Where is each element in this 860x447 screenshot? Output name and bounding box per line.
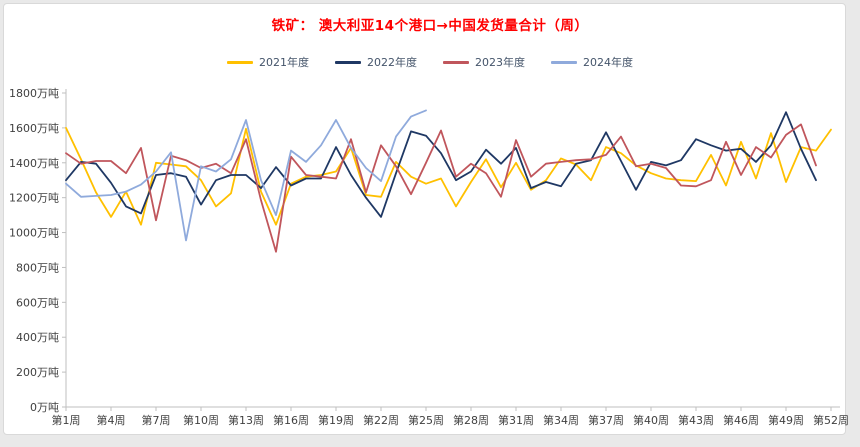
y-axis-label: 1200万吨 bbox=[9, 192, 59, 205]
x-axis-label: 第37周 bbox=[588, 413, 624, 427]
legend-item-2022: 2022年度 bbox=[335, 54, 417, 70]
legend-item-2021: 2021年度 bbox=[227, 54, 309, 70]
x-axis-label: 第1周 bbox=[52, 413, 81, 427]
y-axis-label: 1600万吨 bbox=[9, 122, 59, 135]
x-axis-label: 第52周 bbox=[813, 413, 849, 427]
legend-label: 2023年度 bbox=[475, 56, 525, 69]
legend-item-2024: 2024年度 bbox=[551, 54, 633, 70]
series-line-2021 bbox=[65, 127, 832, 226]
x-axis-label: 第43周 bbox=[678, 413, 714, 427]
x-axis-label: 第13周 bbox=[228, 413, 264, 427]
series-line-2022 bbox=[65, 111, 817, 218]
x-axis-label: 第46周 bbox=[723, 413, 759, 427]
x-axis-label: 第28周 bbox=[453, 413, 489, 427]
legend-label: 2024年度 bbox=[583, 56, 633, 69]
legend-swatch-icon bbox=[443, 60, 469, 64]
y-axis-label: 200万吨 bbox=[16, 366, 59, 379]
y-axis-label: 600万吨 bbox=[16, 296, 59, 309]
legend-item-2023: 2023年度 bbox=[443, 54, 525, 70]
chart-title: 铁矿： 澳大利亚14个港口→中国发货量合计（周） bbox=[271, 18, 589, 34]
x-axis-label: 第4周 bbox=[97, 413, 126, 427]
y-axis-label: 0万吨 bbox=[30, 401, 59, 414]
chart-card bbox=[3, 3, 846, 435]
y-axis-label: 1000万吨 bbox=[9, 227, 59, 240]
y-axis-label: 800万吨 bbox=[16, 261, 59, 274]
x-axis-label: 第7周 bbox=[142, 413, 171, 427]
x-axis-label: 第34周 bbox=[543, 413, 579, 427]
x-axis-label: 第31周 bbox=[498, 413, 534, 427]
series-line-2024 bbox=[65, 109, 427, 242]
x-axis-label: 第10周 bbox=[183, 413, 219, 427]
y-axis-label: 400万吨 bbox=[16, 331, 59, 344]
x-axis-label: 第49周 bbox=[768, 413, 804, 427]
x-axis-label: 第40周 bbox=[633, 413, 669, 427]
chart-legend: 2021年度 2022年度 2023年度 2024年度 bbox=[0, 54, 860, 70]
legend-swatch-icon bbox=[227, 60, 253, 64]
x-axis-label: 第19周 bbox=[318, 413, 354, 427]
x-axis-label: 第16周 bbox=[273, 413, 309, 427]
x-axis-label: 第22周 bbox=[363, 413, 399, 427]
series-line-2023 bbox=[65, 123, 817, 253]
x-axis-label: 第25周 bbox=[408, 413, 444, 427]
legend-label: 2021年度 bbox=[259, 56, 309, 69]
legend-swatch-icon bbox=[551, 60, 577, 64]
y-axis-label: 1400万吨 bbox=[9, 157, 59, 170]
legend-label: 2022年度 bbox=[367, 56, 417, 69]
y-axis-label: 1800万吨 bbox=[9, 87, 59, 100]
legend-swatch-icon bbox=[335, 60, 361, 64]
